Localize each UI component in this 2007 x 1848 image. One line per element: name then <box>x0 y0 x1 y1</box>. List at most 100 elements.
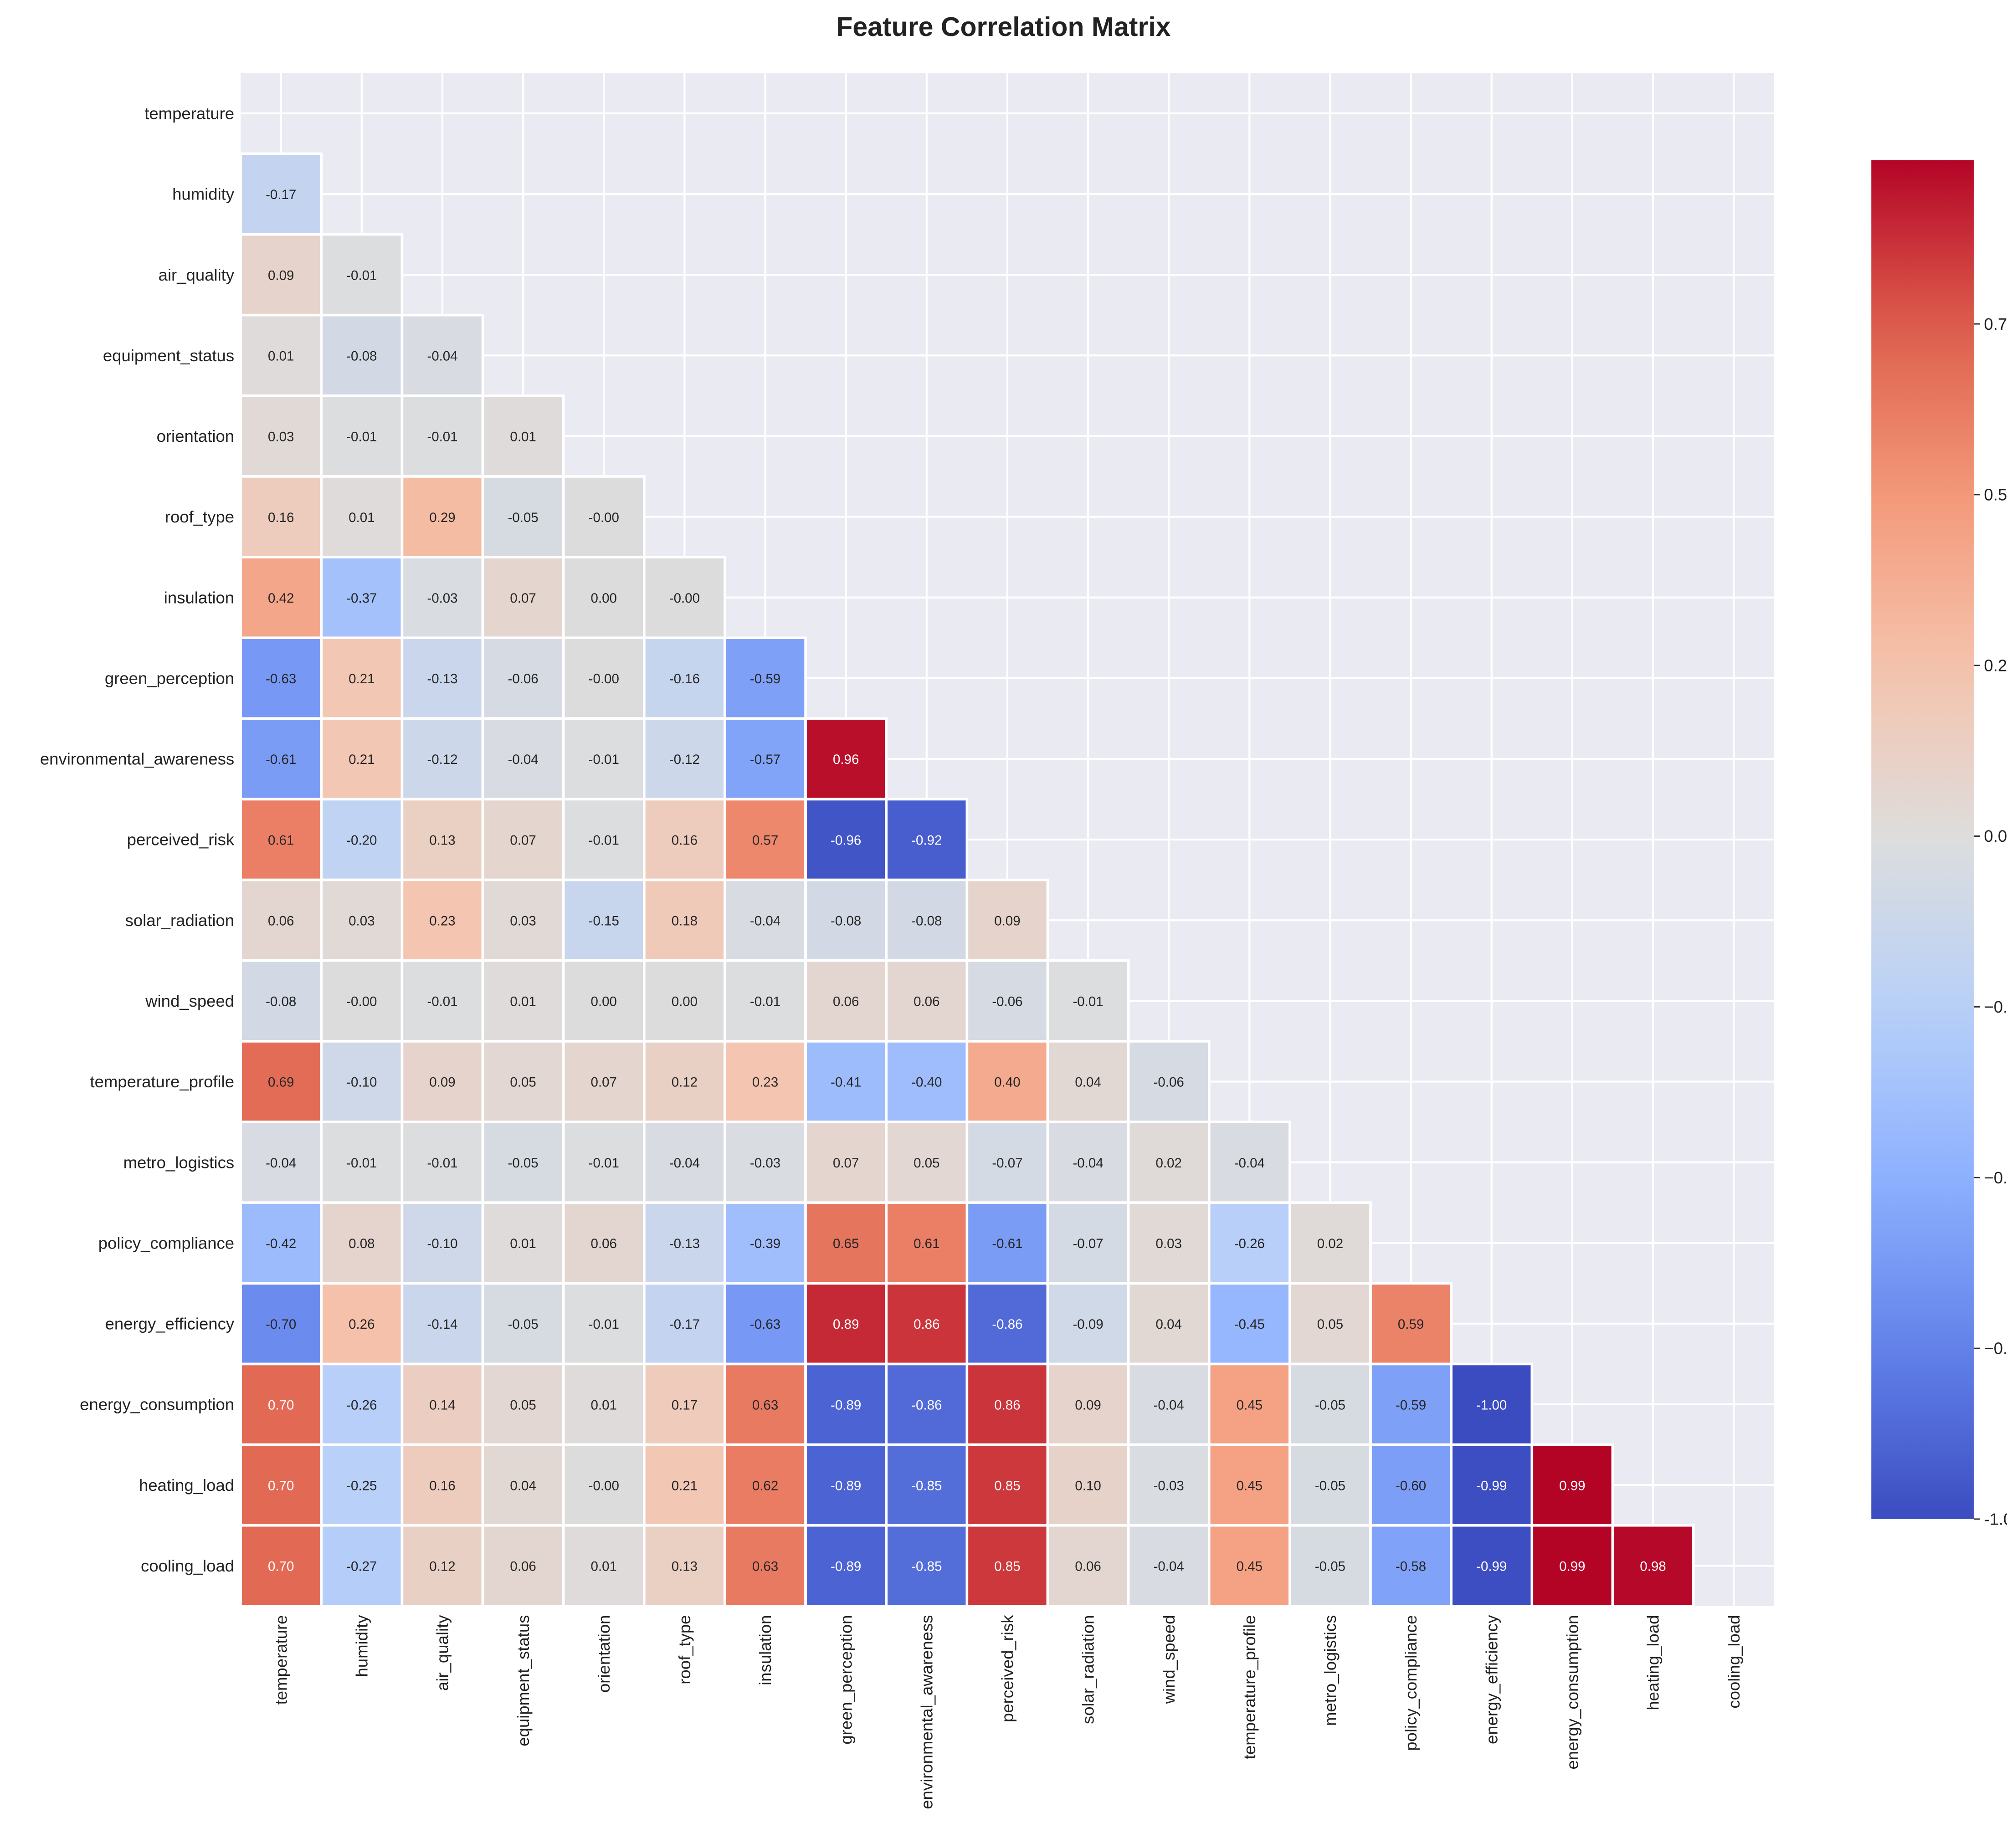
cell-value-label: -0.14 <box>427 1317 457 1332</box>
cell-value-label: 0.26 <box>349 1317 375 1332</box>
cell-value-label: -0.17 <box>266 187 296 202</box>
heatmap-cell <box>239 1524 323 1607</box>
cell-value-label: -0.03 <box>427 591 457 606</box>
cell-value-label: 0.12 <box>429 1559 455 1574</box>
cell-value-label: 0.13 <box>672 1559 698 1574</box>
heatmap-cell <box>885 1524 969 1607</box>
y-tick-label: cooling_load <box>141 1556 234 1575</box>
cell-value-label: -0.01 <box>427 1156 457 1171</box>
heatmap-cell <box>1450 1362 1534 1446</box>
heatmap-cell <box>481 1362 565 1446</box>
cell-value-label: -0.96 <box>831 833 861 848</box>
cell-value-label: 0.57 <box>752 833 778 848</box>
heatmap-cell <box>239 313 323 397</box>
cell-value-label: 0.01 <box>591 1398 617 1413</box>
cell-value-label: 0.06 <box>833 994 859 1009</box>
cell-value-label: 0.02 <box>1156 1156 1182 1171</box>
x-tick-label: heating_load <box>1644 1615 1663 1710</box>
heatmap-cell <box>1288 1201 1372 1285</box>
cell-value-label: 0.08 <box>349 1236 375 1251</box>
heatmap-cell <box>481 394 565 478</box>
heatmap-cell <box>1046 1282 1130 1366</box>
cell-value-label: -0.10 <box>427 1236 457 1251</box>
heatmap-cell <box>562 1201 646 1285</box>
heatmap-cells: -0.17 0.09 -0.01 0.01 -0.08 -0.04 0.03 -0.01 -0.… <box>239 152 1695 1607</box>
heatmap-cell <box>724 1443 807 1527</box>
cell-value-label: -0.01 <box>427 430 457 445</box>
heatmap-cell <box>1127 1121 1211 1204</box>
y-axis-labels: temperature humidity air_quality equipment_… <box>40 104 235 1575</box>
heatmap-cell <box>1127 1524 1211 1607</box>
x-tick-label: orientation <box>595 1615 613 1693</box>
cell-value-label: 0.98 <box>1640 1559 1666 1574</box>
cell-value-label: -0.05 <box>1315 1478 1345 1493</box>
cell-value-label: 0.01 <box>268 349 294 364</box>
cell-value-label: -0.08 <box>911 913 942 928</box>
cell-value-label: -0.06 <box>992 994 1022 1009</box>
cell-value-label: -0.01 <box>589 1156 619 1171</box>
cell-value-label: 0.13 <box>429 833 455 848</box>
heatmap-cell <box>239 1443 323 1527</box>
cell-value-label: -0.26 <box>1234 1236 1265 1251</box>
cell-value-label: 0.05 <box>510 1075 536 1090</box>
heatmap-cell <box>1530 1524 1614 1607</box>
cell-value-label: 0.00 <box>591 591 617 606</box>
cell-value-label: 0.03 <box>1156 1236 1182 1251</box>
cell-value-label: -0.01 <box>589 1317 619 1332</box>
cell-value-label: -0.59 <box>1396 1398 1426 1413</box>
cell-value-label: -0.99 <box>1476 1559 1507 1574</box>
heatmap-cell <box>239 1201 323 1285</box>
cell-value-label: -0.10 <box>346 1075 377 1090</box>
x-tick-label: energy_consumption <box>1563 1615 1582 1770</box>
cell-value-label: 0.09 <box>268 268 294 283</box>
cell-value-label: -0.39 <box>750 1236 780 1251</box>
cell-value-label: 0.10 <box>1075 1478 1101 1493</box>
heatmap-cell <box>643 1201 726 1285</box>
cell-value-label: 0.06 <box>1075 1559 1101 1574</box>
cell-value-label: 0.04 <box>1075 1075 1101 1090</box>
colorbar-tick-label: 0.50 <box>1984 486 2007 504</box>
colorbar-tick-label: 0.75 <box>1984 315 2007 333</box>
x-tick-label: energy_efficiency <box>1482 1615 1501 1744</box>
cell-value-label: -0.04 <box>427 349 457 364</box>
colorbar-tick-label: −0.50 <box>1984 1168 2007 1187</box>
x-tick-label: roof_type <box>675 1615 694 1684</box>
y-tick-label: perceived_risk <box>127 830 235 849</box>
cell-value-label: -0.58 <box>1396 1559 1426 1574</box>
heatmap-cell <box>1288 1282 1372 1366</box>
cell-value-label: -1.00 <box>1476 1398 1507 1413</box>
cell-value-label: 0.69 <box>268 1075 294 1090</box>
cell-value-label: 0.01 <box>510 1236 536 1251</box>
cell-value-label: 0.07 <box>591 1075 617 1090</box>
heatmap-cell <box>1288 1362 1372 1446</box>
cell-value-label: -0.63 <box>750 1317 780 1332</box>
cell-value-label: -0.06 <box>508 671 539 686</box>
heatmap-cell <box>643 1524 726 1607</box>
heatmap-cell <box>239 1121 323 1204</box>
heatmap-cell <box>885 1201 969 1285</box>
y-tick-label: equipment_status <box>103 346 234 365</box>
colorbar-tick-label: 0.00 <box>1984 827 2007 845</box>
colorbar-ticks: -1.00 −0.75 −0.50 −0.25 0.00 0.25 0.50 0.75 <box>1973 315 2007 1528</box>
heatmap-cell <box>1046 1362 1130 1446</box>
heatmap-cell <box>885 1121 969 1204</box>
cell-value-label: -0.01 <box>750 994 780 1009</box>
cell-value-label: 0.06 <box>268 913 294 928</box>
heatmap-cell <box>481 1040 565 1123</box>
heatmap-cell <box>481 1443 565 1527</box>
heatmap-cell <box>1369 1282 1453 1366</box>
heatmap-cell <box>724 1524 807 1607</box>
y-tick-label: air_quality <box>159 266 235 284</box>
cell-value-label: 0.01 <box>591 1559 617 1574</box>
cell-value-label: 0.09 <box>994 913 1020 928</box>
cell-value-label: 0.07 <box>510 591 536 606</box>
cell-value-label: 0.96 <box>833 752 859 767</box>
cell-value-label: -0.08 <box>831 913 861 928</box>
x-tick-label: temperature_profile <box>1240 1615 1259 1760</box>
colorbar <box>1871 160 1974 1519</box>
cell-value-label: -0.01 <box>346 1156 377 1171</box>
heatmap-cell <box>643 556 726 640</box>
cell-value-label: 0.00 <box>591 994 617 1009</box>
cell-value-label: 0.63 <box>752 1398 778 1413</box>
